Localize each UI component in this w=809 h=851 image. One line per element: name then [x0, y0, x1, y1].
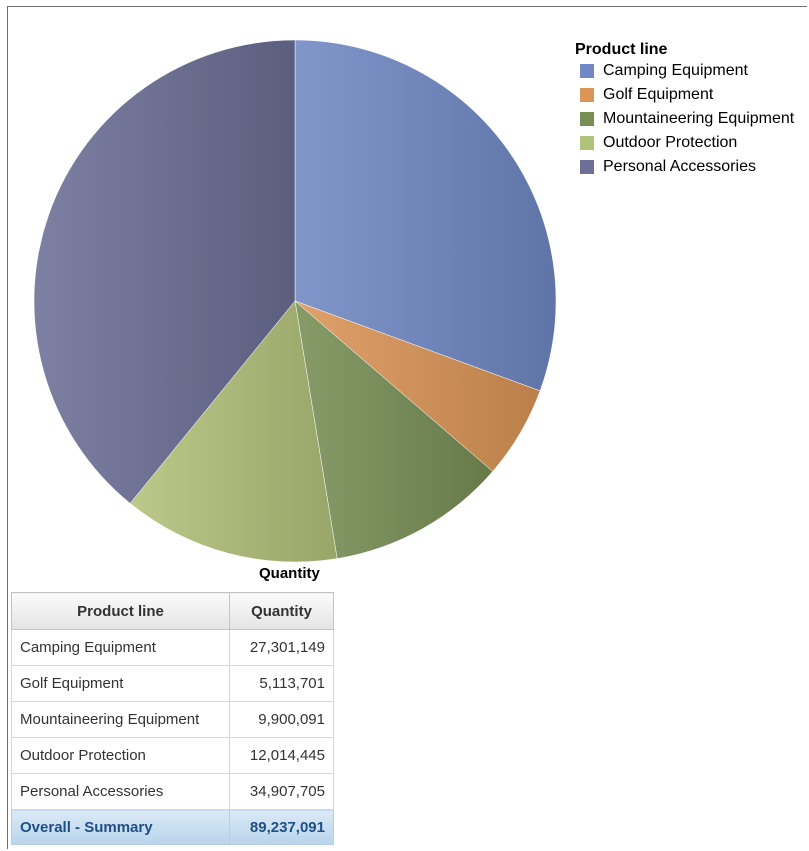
pie-slice-outdoor-protection[interactable] — [129, 300, 338, 563]
cell-product-line: Outdoor Protection — [11, 737, 230, 774]
pie-caption: Quantity — [259, 565, 320, 582]
header-quantity[interactable]: Quantity — [229, 592, 334, 630]
cell-quantity: 5,113,701 — [229, 665, 334, 702]
report-frame — [7, 6, 807, 849]
summary-row: Overall - Summary 89,237,091 — [11, 809, 334, 845]
legend-swatch — [580, 160, 594, 174]
table-row: Camping Equipment 27,301,149 — [11, 629, 334, 666]
chart-legend: Product line Camping Equipment Golf Equip… — [575, 41, 794, 179]
pie-slice-personal-accessories[interactable] — [33, 39, 296, 504]
cell-quantity: 27,301,149 — [229, 629, 334, 666]
pie-slice-mountaineering-equipment[interactable] — [294, 300, 494, 559]
legend-title: Product line — [575, 41, 668, 58]
summary-label: Overall - Summary — [11, 809, 230, 845]
cell-product-line: Mountaineering Equipment — [11, 701, 230, 738]
cell-product-line: Camping Equipment — [11, 629, 230, 666]
legend-swatch — [580, 112, 594, 126]
legend-item[interactable]: Camping Equipment — [575, 59, 794, 83]
legend-label: Outdoor Protection — [603, 134, 738, 151]
legend-item[interactable]: Mountaineering Equipment — [575, 107, 794, 131]
table-header-row: Product line Quantity — [11, 592, 334, 630]
legend-swatch — [580, 88, 594, 102]
legend-item[interactable]: Golf Equipment — [575, 83, 794, 107]
legend-label: Golf Equipment — [603, 86, 714, 103]
table-row: Personal Accessories 34,907,705 — [11, 773, 334, 810]
table-row: Golf Equipment 5,113,701 — [11, 665, 334, 702]
legend-label: Camping Equipment — [603, 62, 748, 79]
table-row: Outdoor Protection 12,014,445 — [11, 737, 334, 774]
cell-quantity: 12,014,445 — [229, 737, 334, 774]
table-row: Mountaineering Equipment 9,900,091 — [11, 701, 334, 738]
cell-quantity: 9,900,091 — [229, 701, 334, 738]
header-product-line[interactable]: Product line — [11, 592, 230, 630]
legend-item[interactable]: Personal Accessories — [575, 155, 794, 179]
legend-item[interactable]: Outdoor Protection — [575, 131, 794, 155]
summary-total: 89,237,091 — [229, 809, 334, 845]
pie-slice-camping-equipment[interactable] — [294, 39, 557, 392]
pie-chart — [33, 39, 557, 563]
cell-product-line: Personal Accessories — [11, 773, 230, 810]
legend-swatch — [580, 136, 594, 150]
legend-label: Mountaineering Equipment — [603, 110, 795, 127]
legend-swatch — [580, 64, 594, 78]
cell-quantity: 34,907,705 — [229, 773, 334, 810]
legend-label: Personal Accessories — [603, 158, 756, 175]
cell-product-line: Golf Equipment — [11, 665, 230, 702]
data-table: Product line Quantity Camping Equipment … — [11, 592, 334, 845]
